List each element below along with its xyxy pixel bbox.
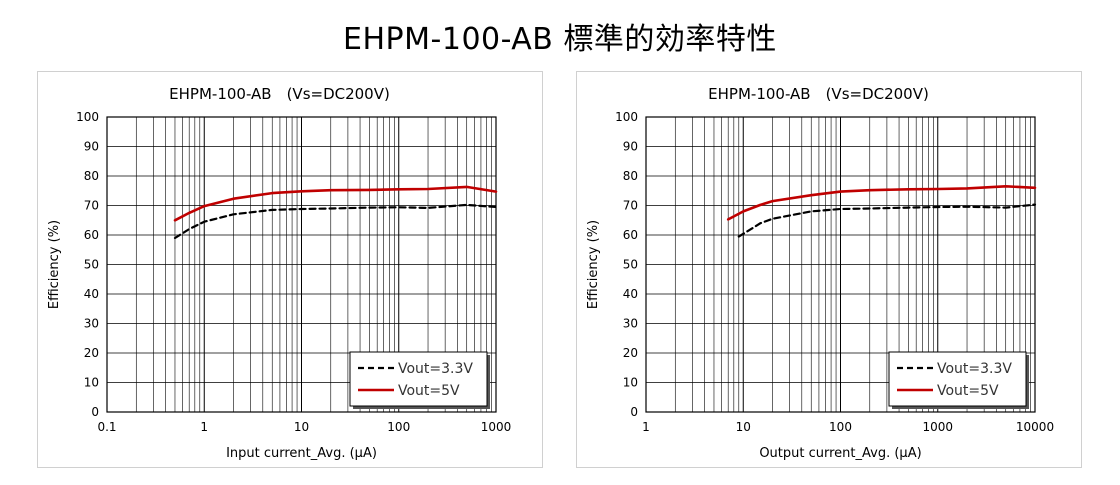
series-line-vout-3-3v [737,203,1037,238]
x-tick-label: 10000 [1016,420,1054,434]
legend-box [888,351,1027,407]
x-axis-label: Output current_Avg. (μA) [759,446,921,461]
y-tick-label: 80 [84,169,99,183]
y-tick-label: 100 [615,110,638,124]
y-tick-label: 50 [623,258,638,272]
x-tick-label: 0.1 [97,420,116,434]
chart-title: EHPM-100-AB (Vs=DC200V) [708,85,929,103]
efficiency-chart-output-current: EHPM-100-AB (Vs=DC200V) 0 10 20 30 40 50 60 70 80… [586,85,1054,461]
plot-area [106,116,497,413]
y-tick-label: 20 [84,346,99,360]
y-tick-label: 40 [623,287,638,301]
y-tick-label: 50 [84,258,99,272]
x-tick-label: 1000 [481,420,512,434]
y-tick-label: 40 [84,287,99,301]
y-tick-label: 90 [623,140,638,154]
y-tick-label: 90 [84,140,99,154]
chart-panel-input-current: EHPM-100-AB (Vs=DC200V) 0 10 20 30 40 50 60 70 80… [37,71,543,468]
x-tick-label: 100 [829,420,852,434]
x-axis-label: Input current_Avg. (μA) [226,446,377,461]
y-axis-label: Efficiency (%) [586,220,601,309]
y-tick-label: 60 [623,228,638,242]
series-line-vout-5v [173,185,498,222]
y-tick-label: 100 [76,110,99,124]
x-tick-label: 1 [200,420,208,434]
legend: Vout=3.3V Vout=5V [349,351,488,407]
legend-label: Vout=5V [398,383,460,399]
x-tick-label: 10 [294,420,309,434]
y-tick-label: 70 [623,199,638,213]
legend-label: Vout=3.3V [937,361,1012,377]
page-title: EHPM-100-AB 標準的効率特性 [343,22,777,57]
chart-title: EHPM-100-AB (Vs=DC200V) [169,85,390,103]
y-tick-label: 20 [623,346,638,360]
y-tick-label: 0 [630,405,638,419]
x-tick-label: 1000 [922,420,953,434]
y-tick-label: 70 [84,199,99,213]
legend-box [349,351,488,407]
x-tick-label: 10 [736,420,751,434]
series-line-vout-5v [726,185,1037,221]
y-axis-label: Efficiency (%) [47,220,62,309]
chart-panel-output-current: EHPM-100-AB (Vs=DC200V) 0 10 20 30 40 50 60 70 80… [576,71,1082,468]
x-tick-label: 1 [642,420,650,434]
legend-label: Vout=3.3V [398,361,473,377]
y-tick-label: 10 [84,376,99,390]
y-tick-label: 30 [84,317,99,331]
y-tick-label: 60 [84,228,99,242]
y-tick-label: 10 [623,376,638,390]
y-tick-label: 30 [623,317,638,331]
y-tick-label: 80 [623,169,638,183]
legend-label: Vout=5V [937,383,999,399]
series-line-vout-3-3v [173,203,498,240]
legend: Vout=3.3V Vout=5V [888,351,1027,407]
efficiency-chart-input-current: EHPM-100-AB (Vs=DC200V) 0 10 20 30 40 50 60 70 80… [47,85,512,461]
plot-area [645,116,1036,413]
x-tick-label: 100 [387,420,410,434]
y-tick-label: 0 [91,405,99,419]
